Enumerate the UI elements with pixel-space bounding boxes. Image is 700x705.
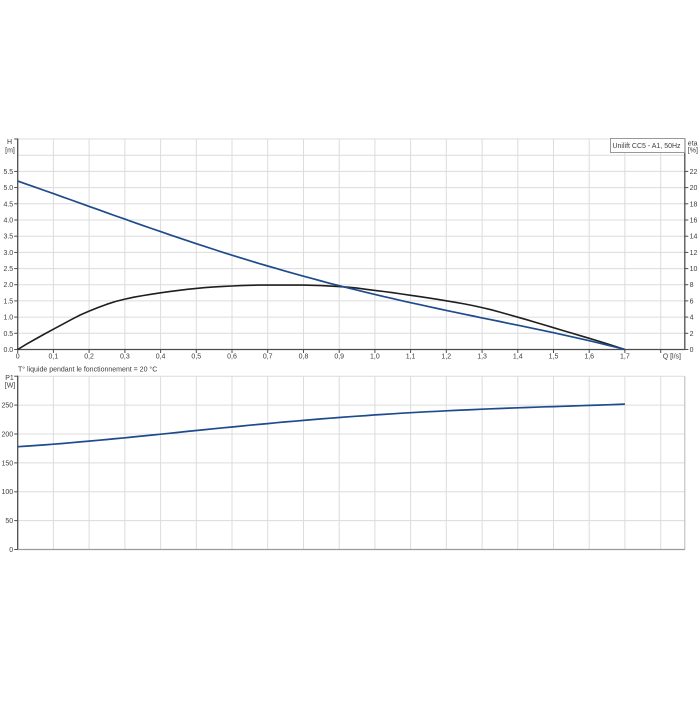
svg-text:1,6: 1,6 (584, 354, 594, 361)
svg-text:0,1: 0,1 (49, 354, 59, 361)
svg-text:0,9: 0,9 (334, 354, 344, 361)
svg-text:P1: P1 (5, 375, 14, 382)
svg-text:Q [l/s]: Q [l/s] (663, 354, 681, 361)
svg-text:eta: eta (688, 140, 698, 147)
svg-text:[%]: [%] (688, 148, 698, 155)
svg-text:2.0: 2.0 (3, 282, 13, 289)
svg-text:16: 16 (690, 218, 698, 225)
svg-text:3.0: 3.0 (3, 250, 13, 257)
svg-text:3.5: 3.5 (3, 234, 13, 241)
svg-text:0.0: 0.0 (3, 347, 13, 354)
svg-text:T° liquide pendant le fonction: T° liquide pendant le fonctionnement = 2… (18, 365, 157, 373)
svg-text:50: 50 (5, 518, 13, 525)
svg-text:1,2: 1,2 (441, 354, 451, 361)
svg-text:0,2: 0,2 (84, 354, 94, 361)
svg-text:20: 20 (690, 185, 698, 192)
svg-text:0: 0 (690, 347, 694, 354)
svg-text:10: 10 (690, 266, 698, 273)
svg-text:0.5: 0.5 (3, 331, 13, 338)
svg-text:2.5: 2.5 (3, 266, 13, 273)
svg-text:0,3: 0,3 (120, 354, 130, 361)
svg-text:4.5: 4.5 (3, 201, 13, 208)
svg-text:1,3: 1,3 (477, 354, 487, 361)
svg-text:1,7: 1,7 (620, 354, 630, 361)
svg-text:1,5: 1,5 (549, 354, 559, 361)
svg-text:1,1: 1,1 (406, 354, 416, 361)
svg-text:18: 18 (690, 201, 698, 208)
svg-text:4: 4 (690, 315, 694, 322)
svg-text:[W]: [W] (5, 383, 16, 390)
svg-text:12: 12 (690, 250, 698, 257)
svg-text:6: 6 (690, 298, 694, 305)
svg-text:H: H (7, 139, 12, 146)
svg-text:100: 100 (2, 489, 14, 496)
svg-text:5.5: 5.5 (3, 169, 13, 176)
svg-text:1.5: 1.5 (3, 298, 13, 305)
svg-text:0,6: 0,6 (227, 354, 237, 361)
svg-text:2: 2 (690, 331, 694, 338)
svg-text:0,8: 0,8 (299, 354, 309, 361)
svg-text:5.0: 5.0 (3, 185, 13, 192)
svg-text:14: 14 (690, 234, 698, 241)
svg-text:0: 0 (16, 354, 20, 361)
svg-text:0,5: 0,5 (191, 354, 201, 361)
svg-text:4.0: 4.0 (3, 218, 13, 225)
svg-text:22: 22 (690, 169, 698, 176)
svg-text:8: 8 (690, 282, 694, 289)
svg-text:0: 0 (9, 547, 13, 554)
svg-text:250: 250 (2, 403, 14, 410)
svg-text:200: 200 (2, 432, 14, 439)
svg-text:Unilift CC5 - A1, 50Hz: Unilift CC5 - A1, 50Hz (612, 143, 681, 150)
svg-text:1,4: 1,4 (513, 354, 523, 361)
svg-text:0,7: 0,7 (263, 354, 273, 361)
svg-text:1,0: 1,0 (370, 354, 380, 361)
svg-text:150: 150 (2, 460, 14, 467)
svg-text:0,4: 0,4 (156, 354, 166, 361)
svg-text:[m]: [m] (5, 147, 15, 154)
svg-text:1.0: 1.0 (3, 315, 13, 322)
